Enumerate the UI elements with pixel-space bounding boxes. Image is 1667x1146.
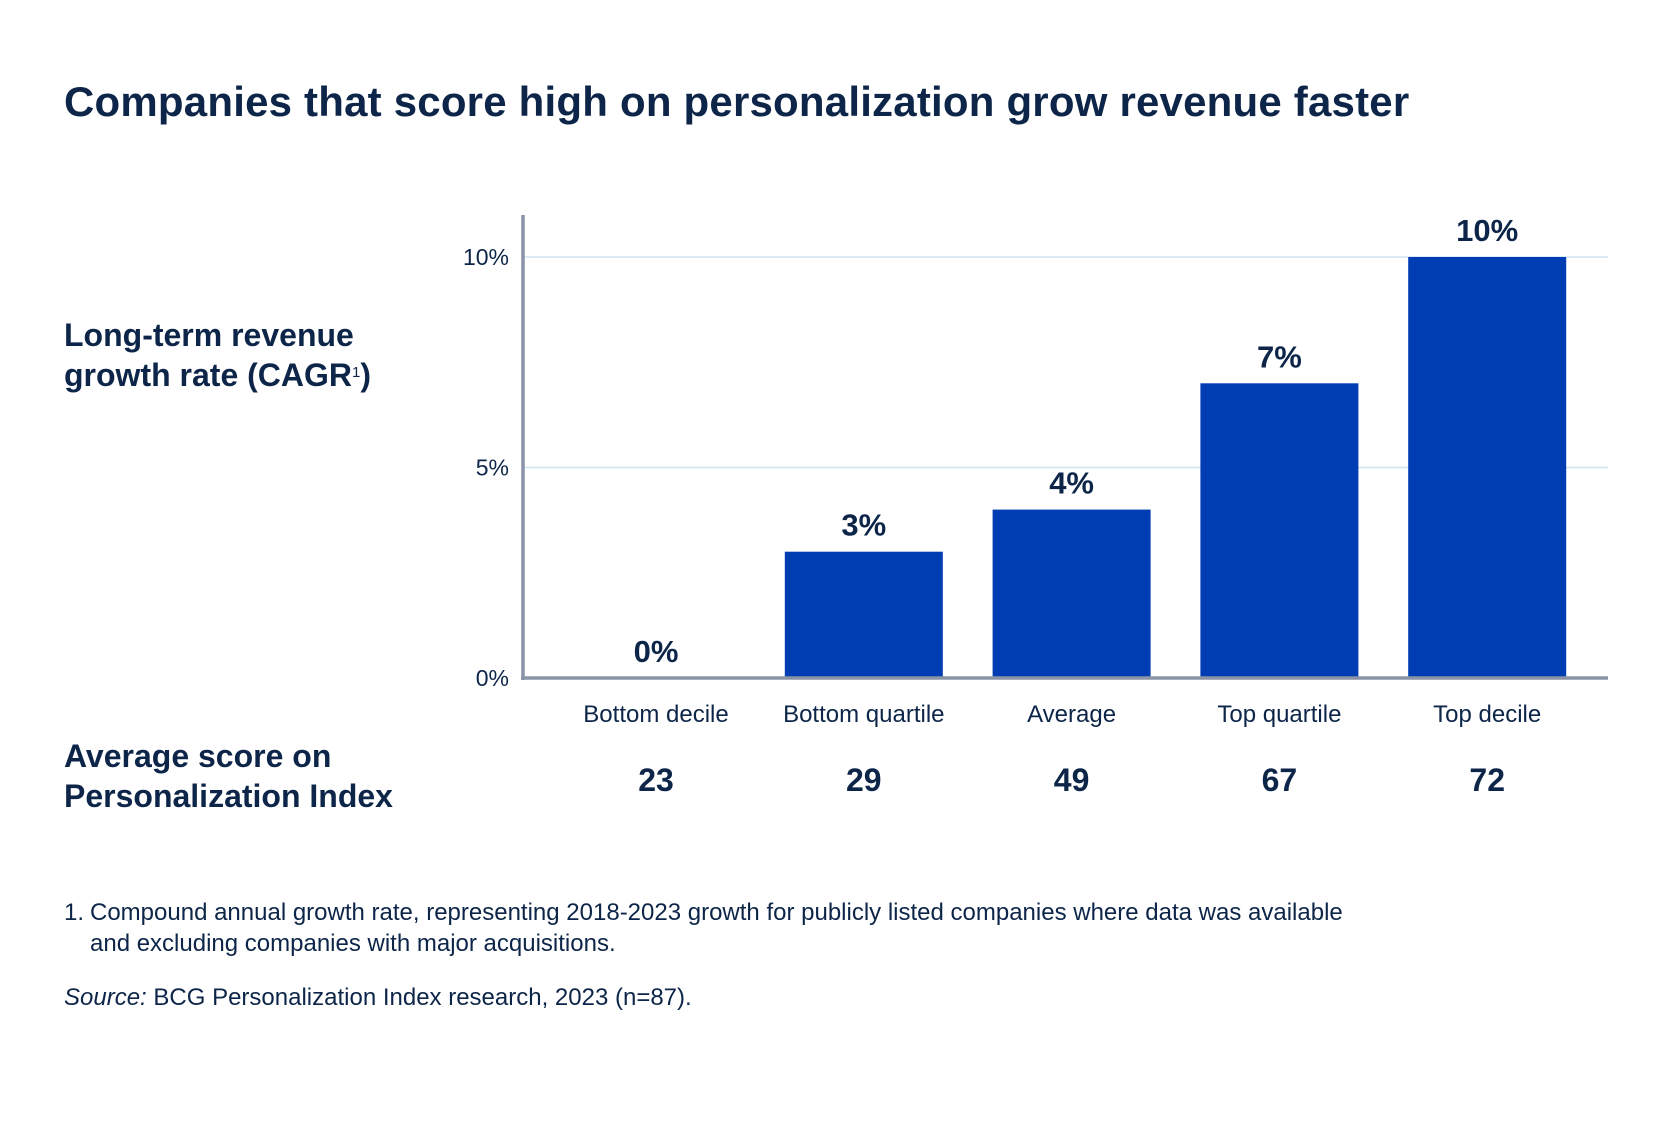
- bar-value-label: 4%: [1049, 466, 1094, 501]
- y-axis-ticks: 0% 5% 10%: [463, 244, 509, 691]
- category-label: Top decile: [1433, 701, 1541, 728]
- score-values: 23 29 49 67 72: [638, 762, 1505, 798]
- bar: [992, 509, 1151, 678]
- bar: [784, 551, 943, 678]
- bar-value-label: 7%: [1257, 339, 1302, 374]
- y-tick-label: 10%: [463, 244, 509, 270]
- y-tick-label: 5%: [476, 455, 509, 481]
- score-row-title: Average score on Personalization Index: [64, 738, 393, 814]
- category-labels: Bottom decile Bottom quartile Average Top q…: [583, 701, 1541, 728]
- chart-title: Companies that score high on personaliza…: [64, 78, 1410, 125]
- footnote: 1. Compound annual growth rate, represen…: [64, 897, 1364, 959]
- score-value: 29: [846, 762, 882, 798]
- footnote-number: 1.: [64, 899, 85, 926]
- footnote-text: Compound annual growth rate, representin…: [90, 899, 1343, 957]
- axes: [521, 215, 1608, 680]
- data-labels: 0% 3% 4% 7% 10%: [634, 213, 1519, 669]
- score-value: 67: [1262, 762, 1298, 798]
- score-value: 72: [1469, 762, 1505, 798]
- source-label: Source:: [64, 984, 147, 1011]
- score-value: 23: [638, 762, 674, 798]
- category-label: Top quartile: [1217, 701, 1341, 728]
- bar: [1408, 257, 1567, 678]
- bar-value-label: 10%: [1456, 213, 1518, 248]
- y-axis-title-text: Long-term revenue growth rate (CAGR: [64, 317, 354, 393]
- category-label: Bottom decile: [583, 701, 728, 728]
- source-note: Source: BCG Personalization Index resear…: [64, 984, 692, 1012]
- bars: [784, 257, 1567, 678]
- source-text: BCG Personalization Index research, 2023…: [146, 984, 692, 1011]
- category-label: Bottom quartile: [783, 701, 944, 728]
- category-label: Average: [1027, 701, 1116, 728]
- footnote-marker: 1: [352, 364, 361, 381]
- y-axis-title: Long-term revenue growth rate (CAGR1): [64, 315, 464, 395]
- bar: [1200, 383, 1359, 678]
- y-tick-label: 0%: [476, 665, 509, 691]
- y-axis-title-close: ): [360, 357, 371, 393]
- bar-value-label: 3%: [841, 508, 886, 543]
- score-value: 49: [1054, 762, 1090, 798]
- bar-value-label: 0%: [634, 634, 679, 669]
